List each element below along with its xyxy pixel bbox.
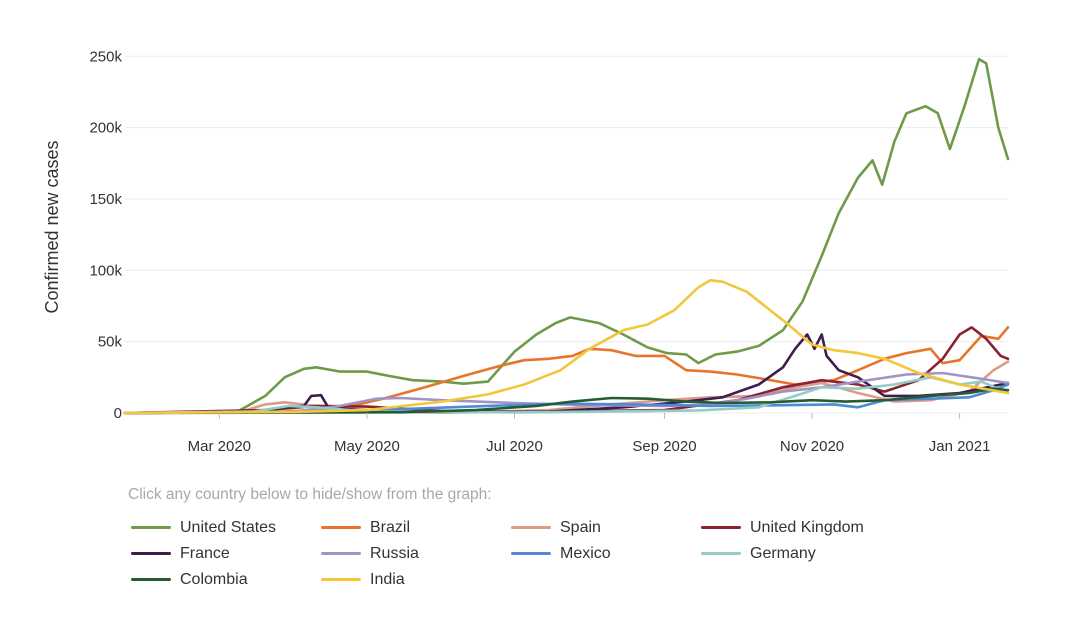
legend-item-india[interactable]: India bbox=[321, 569, 511, 590]
legend-swatch bbox=[321, 552, 361, 555]
x-tick-label: May 2020 bbox=[334, 438, 400, 455]
legend-swatch bbox=[511, 526, 551, 529]
legend-item-france[interactable]: France bbox=[131, 543, 321, 564]
legend: United States Brazil Spain United Kingdom Fr… bbox=[131, 517, 1031, 590]
legend-item-russia[interactable]: Russia bbox=[321, 543, 511, 564]
y-tick-label: 50k bbox=[98, 334, 123, 351]
legend-label: United Kingdom bbox=[750, 518, 864, 536]
legend-label: Germany bbox=[750, 544, 816, 562]
legend-item-brazil[interactable]: Brazil bbox=[321, 517, 511, 538]
legend-item-spain[interactable]: Spain bbox=[511, 517, 701, 538]
series-lines[interactable] bbox=[123, 57, 1010, 415]
legend-label: India bbox=[370, 570, 405, 588]
gridlines bbox=[125, 55, 1008, 414]
legend-label: Colombia bbox=[180, 570, 248, 588]
y-tick-label: 250k bbox=[89, 48, 122, 65]
y-axis-ticks: 0 50k 100k 150k 200k 250k bbox=[89, 48, 122, 422]
series-line-colombia[interactable] bbox=[123, 387, 1010, 415]
legend-swatch bbox=[131, 578, 171, 581]
legend-label: United States bbox=[180, 518, 277, 536]
line-chart: Mar 2020 May 2020 Jul 2020 Sep 2020 Nov 2020… bbox=[42, 48, 1010, 455]
legend-label: Spain bbox=[560, 518, 601, 536]
legend-swatch bbox=[511, 552, 551, 555]
legend-swatch bbox=[321, 526, 361, 529]
y-tick-label: 0 bbox=[114, 405, 122, 422]
legend-swatch bbox=[321, 578, 361, 581]
legend-swatch bbox=[701, 552, 741, 555]
legend-swatch bbox=[701, 526, 741, 529]
legend-item-mexico[interactable]: Mexico bbox=[511, 543, 701, 564]
series-line-mexico[interactable] bbox=[123, 383, 1010, 415]
y-axis-title: Confirmed new cases bbox=[42, 140, 62, 313]
y-tick-label: 200k bbox=[89, 120, 122, 137]
legend-swatch bbox=[131, 552, 171, 555]
legend-label: France bbox=[180, 544, 230, 562]
legend-item-united-kingdom[interactable]: United Kingdom bbox=[701, 517, 891, 538]
x-tick-label: Nov 2020 bbox=[780, 438, 844, 455]
legend-label: Brazil bbox=[370, 518, 411, 536]
y-tick-label: 150k bbox=[89, 191, 122, 208]
chart-area: Mar 2020 May 2020 Jul 2020 Sep 2020 Nov 2020… bbox=[42, 48, 1010, 455]
legend-hint: Click any country below to hide/show fro… bbox=[128, 486, 492, 503]
series-line-france[interactable] bbox=[123, 333, 1010, 415]
legend-label: Mexico bbox=[560, 544, 611, 562]
x-tick-label: Jan 2021 bbox=[929, 438, 991, 455]
legend-label: Russia bbox=[370, 544, 419, 562]
y-tick-label: 100k bbox=[89, 262, 122, 279]
legend-item-united-states[interactable]: United States bbox=[131, 517, 321, 538]
series-line-united-kingdom[interactable] bbox=[123, 326, 1010, 415]
x-tick-label: Mar 2020 bbox=[188, 438, 251, 455]
series-line-united-states[interactable] bbox=[123, 57, 1010, 415]
x-tick-label: Jul 2020 bbox=[486, 438, 543, 455]
series-line-brazil[interactable] bbox=[123, 326, 1010, 415]
legend-item-colombia[interactable]: Colombia bbox=[131, 569, 321, 590]
series-line-india[interactable] bbox=[123, 279, 1010, 415]
legend-swatch bbox=[131, 526, 171, 529]
x-tick-label: Sep 2020 bbox=[632, 438, 696, 455]
x-axis-ticks: Mar 2020 May 2020 Jul 2020 Sep 2020 Nov 2020… bbox=[188, 413, 991, 455]
legend-item-germany[interactable]: Germany bbox=[701, 543, 891, 564]
